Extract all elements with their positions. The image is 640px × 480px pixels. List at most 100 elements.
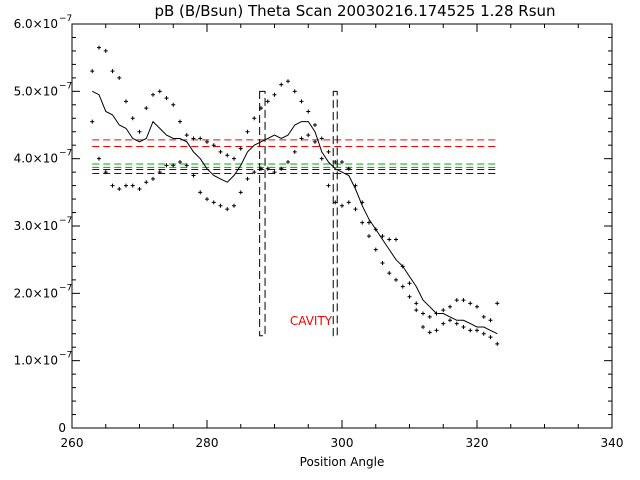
data-point (124, 99, 128, 104)
data-point (272, 170, 277, 175)
data-point (184, 163, 189, 168)
data-point (353, 207, 358, 212)
data-point (313, 123, 317, 127)
data-point (400, 284, 405, 289)
data-point (171, 102, 176, 107)
data-point (299, 99, 304, 104)
data-point (414, 308, 419, 313)
y-tick-label: 3.0×10 (14, 219, 58, 233)
data-point (157, 170, 162, 175)
data-point (117, 186, 122, 191)
data-point (164, 96, 169, 101)
y-tick-exponent: −7 (59, 216, 72, 226)
data-point (394, 237, 398, 242)
data-point (461, 325, 466, 329)
data-point (380, 261, 385, 266)
data-point (137, 129, 142, 134)
data-point (286, 160, 290, 165)
data-point (299, 136, 304, 141)
y-tick-label: 1.0×10 (14, 354, 58, 368)
data-point (475, 304, 479, 309)
data-point (353, 183, 358, 188)
data-point (340, 160, 344, 165)
y-tick-label: 5.0×10 (14, 84, 58, 98)
data-point (319, 156, 324, 161)
cavity-box-0 (259, 90, 266, 337)
data-point (252, 170, 257, 175)
x-tick-label: 280 (196, 436, 219, 450)
y-tick-label: 2.0×10 (14, 286, 58, 300)
data-point (137, 186, 142, 191)
data-point (387, 271, 392, 276)
data-point (232, 203, 236, 208)
data-point (211, 143, 216, 148)
data-point (144, 106, 149, 111)
data-point (495, 341, 500, 346)
cavity-box-1 (332, 90, 338, 337)
data-point (265, 99, 270, 104)
data-point (292, 149, 297, 154)
data-point (306, 109, 311, 114)
data-point (259, 106, 263, 111)
data-point (191, 173, 196, 178)
data-point (414, 301, 419, 306)
data-point (124, 183, 128, 188)
data-point (454, 321, 459, 326)
data-point (400, 264, 405, 269)
data-point (144, 180, 149, 185)
data-point (373, 247, 378, 252)
data-point (495, 301, 500, 306)
data-point (211, 200, 216, 205)
data-point (184, 133, 189, 138)
x-tick-label: 340 (601, 436, 624, 450)
data-point (225, 207, 230, 212)
data-point (103, 170, 108, 175)
data-point (367, 220, 371, 225)
data-point (441, 321, 446, 326)
series-line-0 (92, 90, 498, 335)
data-point (421, 311, 425, 316)
data-point (448, 318, 452, 323)
data-point (421, 325, 425, 329)
data-point (171, 163, 176, 168)
data-point (265, 166, 270, 171)
data-point (178, 119, 182, 124)
data-point (292, 89, 297, 94)
data-point (279, 82, 284, 87)
data-point (380, 234, 385, 239)
data-point (198, 136, 203, 141)
data-point (461, 298, 466, 303)
data-point (441, 308, 446, 313)
data-point (279, 166, 284, 171)
data-point (117, 75, 122, 80)
y-tick-exponent: −7 (59, 283, 72, 293)
data-point (394, 277, 398, 282)
data-point (252, 116, 257, 121)
data-point (360, 200, 365, 205)
data-point (164, 163, 169, 168)
data-point (97, 45, 101, 50)
data-point (245, 129, 250, 134)
data-point (333, 200, 338, 205)
data-point (407, 281, 412, 286)
data-point (475, 328, 479, 333)
data-point (218, 149, 223, 154)
data-series (90, 45, 500, 346)
data-point (191, 136, 196, 141)
data-point (218, 203, 223, 208)
data-point (367, 234, 371, 239)
data-point (245, 176, 250, 181)
data-point (178, 160, 182, 165)
data-point (90, 69, 95, 74)
y-tick-exponent: −7 (59, 351, 72, 361)
data-point (232, 156, 236, 161)
data-point (319, 136, 324, 141)
data-point (110, 183, 115, 188)
data-point (306, 133, 311, 138)
data-point (340, 203, 344, 208)
chart-title: pB (B/Bsun) Theta Scan 20030216.174525 1… (154, 2, 555, 20)
y-tick-label: 4.0×10 (14, 152, 58, 166)
x-axis-label: Position Angle (300, 455, 385, 469)
y-tick-label: 6.0×10 (14, 17, 58, 31)
